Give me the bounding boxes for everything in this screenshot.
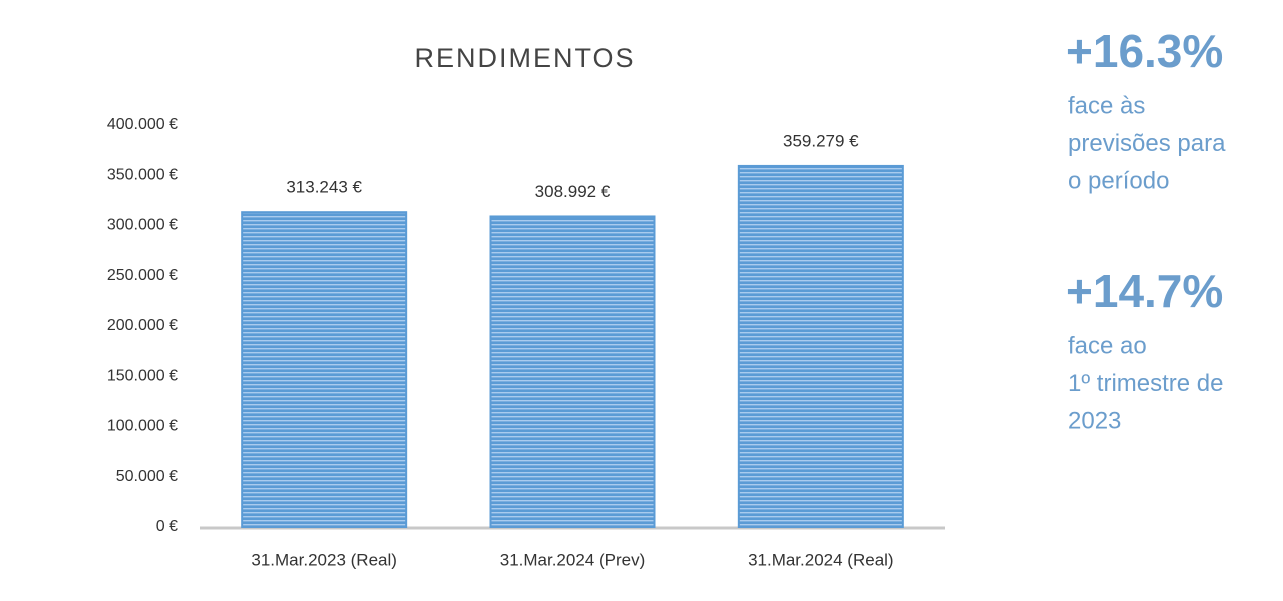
x-tick-label: 31.Mar.2024 (Real) (748, 550, 894, 569)
bar (737, 164, 904, 529)
y-tick-label: 300.000 € (107, 217, 178, 234)
x-tick-label: 31.Mar.2023 (Real) (251, 550, 397, 569)
value-label: 313.243 € (286, 178, 362, 197)
bar (241, 211, 408, 528)
annotation-text: face ao (1068, 332, 1147, 359)
y-tick-label: 150.000 € (107, 367, 178, 384)
value-label: 308.992 € (535, 182, 611, 201)
annotation-text: face às (1068, 92, 1145, 119)
y-tick-label: 350.000 € (107, 166, 178, 183)
annotation-text: o período (1068, 167, 1169, 194)
annotation-text: previsões para (1068, 130, 1226, 157)
annotation-text: 2023 (1068, 407, 1121, 434)
bar (489, 215, 656, 528)
y-tick-label: 200.000 € (107, 317, 178, 334)
annotation-headline: +16.3% (1066, 25, 1223, 77)
annotation-headline: +14.7% (1066, 265, 1223, 317)
x-tick-label: 31.Mar.2024 (Prev) (500, 550, 646, 569)
y-tick-label: 250.000 € (107, 267, 178, 284)
value-label: 359.279 € (783, 131, 859, 150)
y-tick-label: 100.000 € (107, 418, 178, 435)
y-tick-label: 400.000 € (107, 116, 178, 133)
chart-title: RENDIMENTOS (414, 43, 635, 73)
y-tick-label: 0 € (156, 518, 178, 535)
annotation-text: 1º trimestre de (1068, 370, 1223, 397)
y-tick-label: 50.000 € (116, 468, 178, 485)
